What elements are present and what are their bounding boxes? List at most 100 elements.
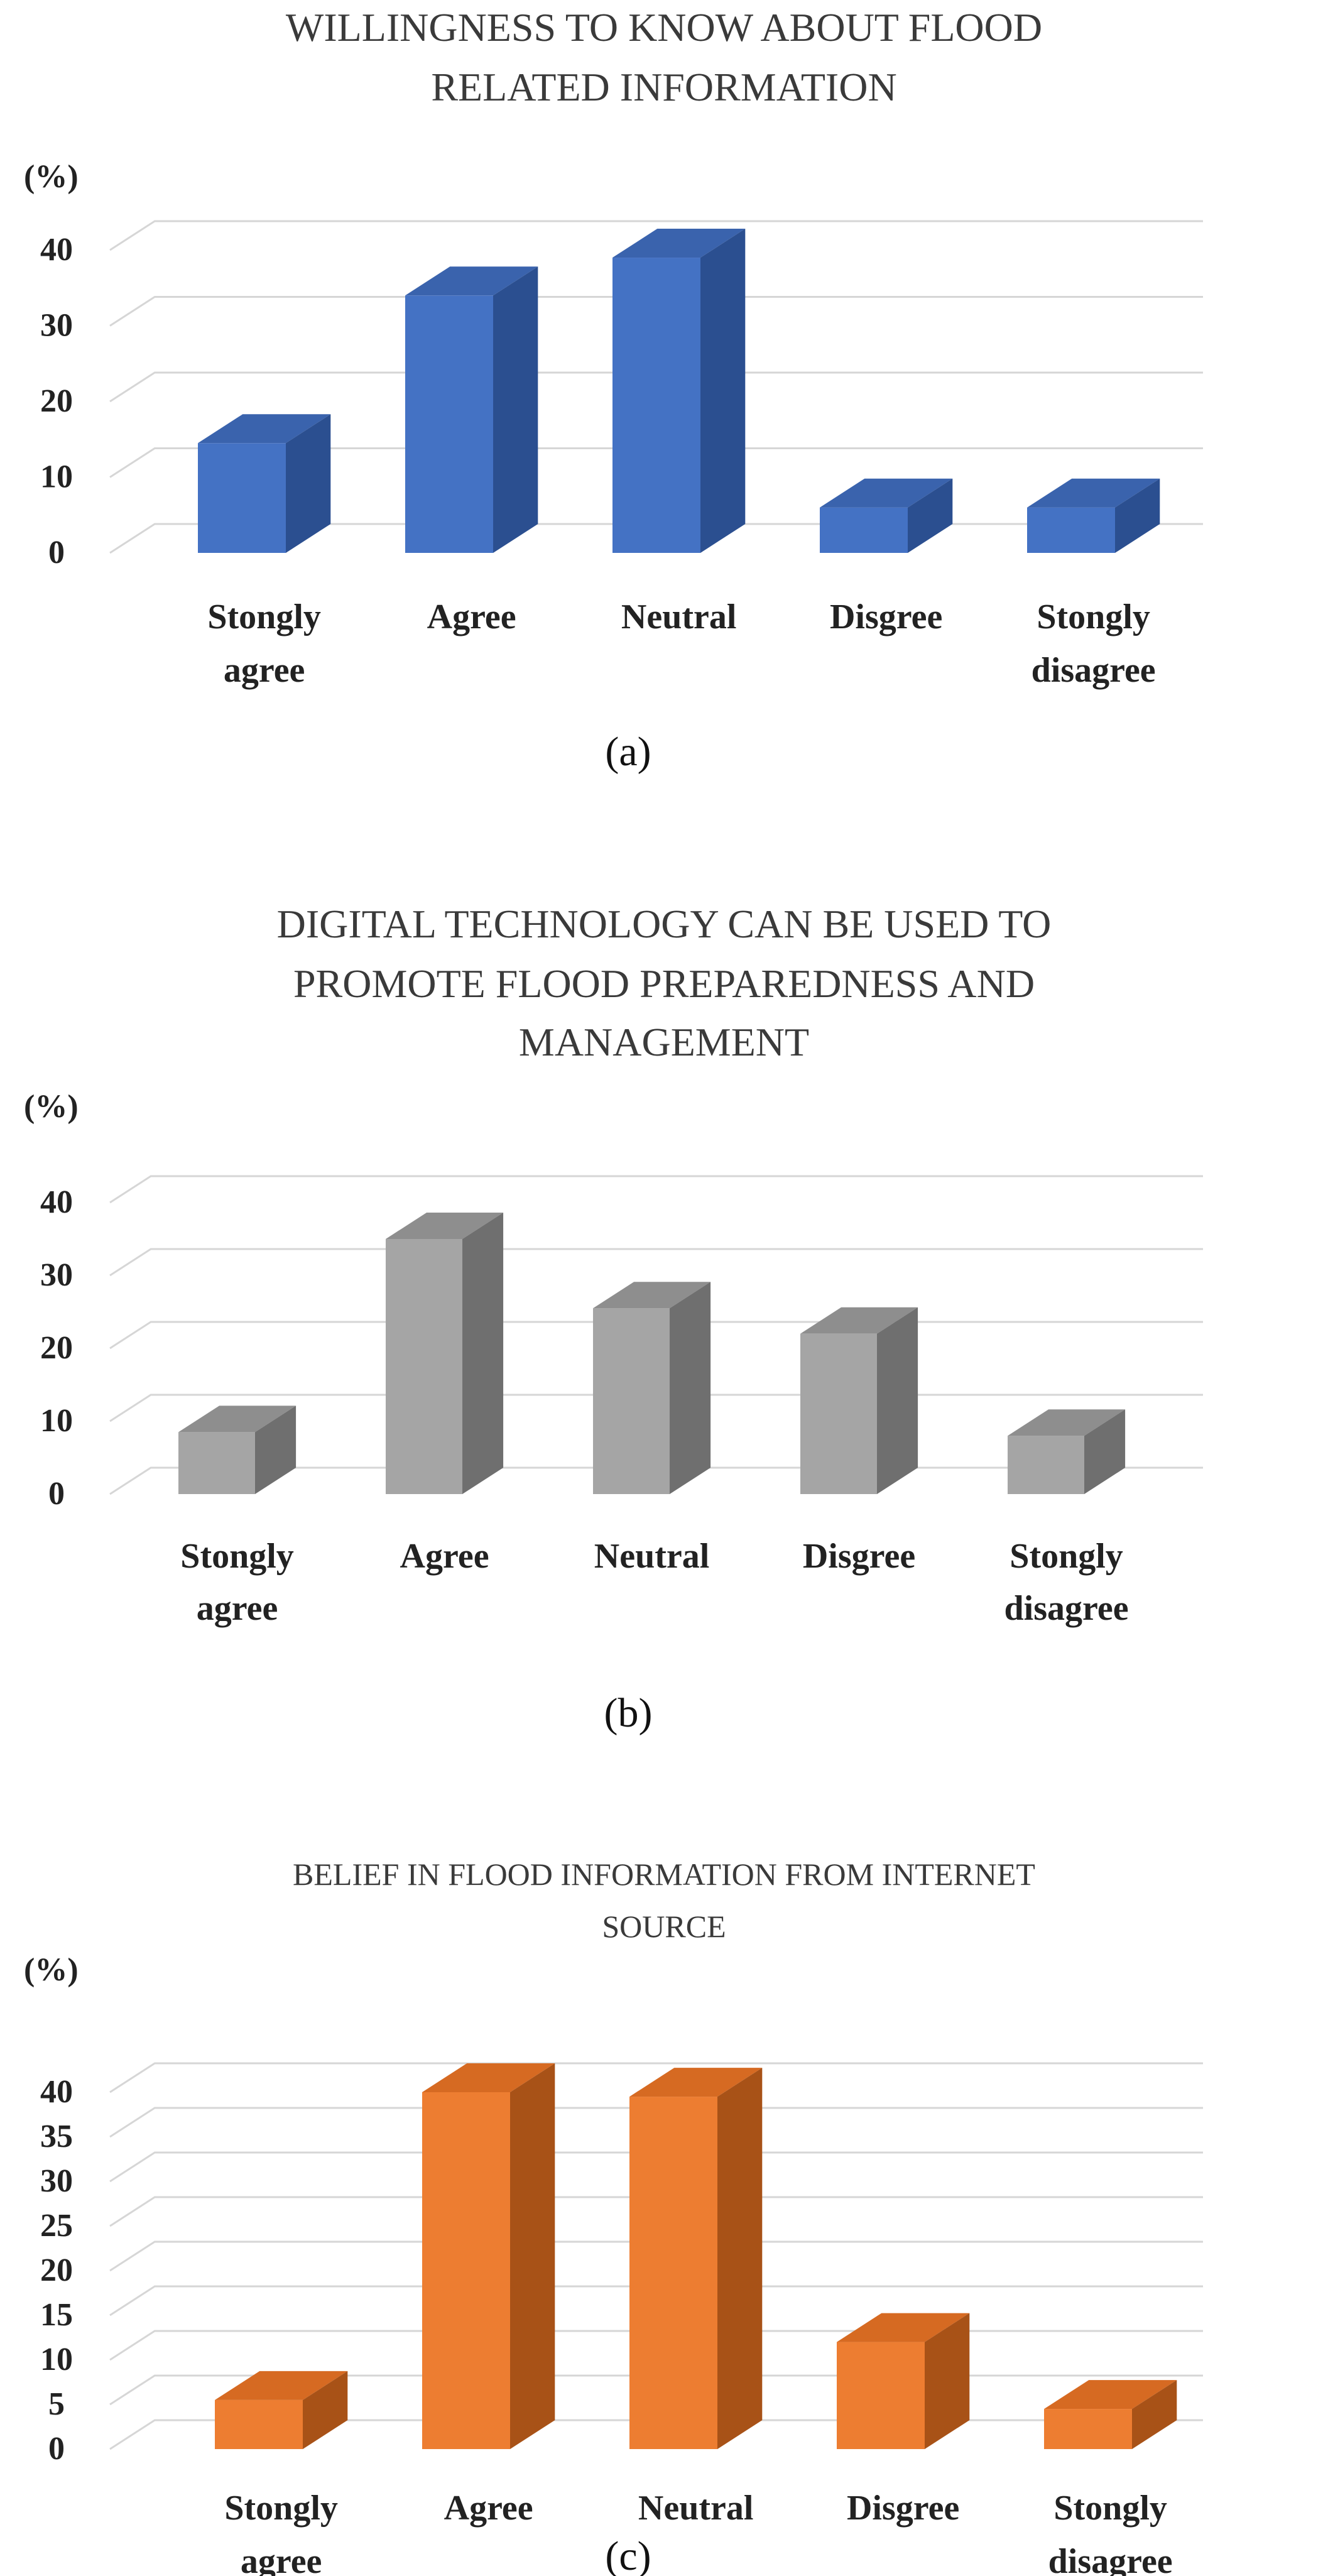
chart-c: BELIEF IN FLOOD INFORMATION FROM INTERNE… — [24, 1857, 1203, 2576]
bar-top — [820, 478, 953, 508]
bar-side — [717, 2068, 763, 2449]
y-tick-label: 30 — [40, 2163, 73, 2199]
bar-front — [612, 258, 700, 553]
bar — [837, 2313, 970, 2449]
y-tick-label: 10 — [40, 2342, 73, 2377]
x-category-label: Agree — [400, 1537, 489, 1576]
bar-front — [1027, 507, 1115, 553]
bar-top — [215, 2371, 348, 2400]
bar — [178, 1405, 297, 1494]
y-tick-label: 25 — [40, 2208, 73, 2244]
bar-side — [908, 478, 953, 553]
gridline — [109, 447, 1203, 478]
gridline — [109, 2196, 1203, 2227]
bar-top — [612, 229, 746, 258]
bar — [612, 229, 746, 553]
bar-front — [1044, 2409, 1132, 2449]
x-category-label: Stongly — [1037, 598, 1150, 636]
y-tick-label: 0 — [48, 2431, 65, 2467]
panel-caption: (a) — [605, 729, 651, 775]
bar — [593, 1282, 711, 1494]
x-category-label: Stongly — [1053, 2489, 1167, 2528]
panel-caption: (b) — [604, 1690, 653, 1736]
bar-front — [1008, 1436, 1084, 1494]
x-category-label: Neutral — [594, 1537, 710, 1576]
bar-side — [255, 1405, 297, 1494]
bar-front — [386, 1239, 462, 1494]
y-tick-label: 40 — [40, 1184, 73, 1220]
chart-title: SOURCE — [602, 1909, 726, 1944]
bar-top — [1027, 478, 1160, 508]
chart-title: DIGITAL TECHNOLOGY CAN BE USED TO — [277, 902, 1052, 946]
gridline — [109, 2330, 1203, 2361]
x-category-label: Stongly — [207, 598, 321, 636]
bar-side — [670, 1282, 711, 1494]
gridline — [109, 371, 1203, 403]
y-tick-label: 20 — [40, 1330, 73, 1366]
chart-b: DIGITAL TECHNOLOGY CAN BE USED TO PROMOTE… — [24, 902, 1203, 1736]
bar-side — [877, 1307, 918, 1494]
x-category-label: Stongly — [180, 1537, 294, 1576]
x-category-label: Agree — [444, 2489, 533, 2528]
y-unit-label: (%) — [24, 1089, 79, 1125]
bar-front — [820, 507, 908, 553]
chart-title: RELATED INFORMATION — [431, 65, 896, 109]
x-category-label: Neutral — [638, 2489, 754, 2528]
bar — [405, 266, 538, 553]
chart-title: WILLINGNESS TO KNOW ABOUT FLOOD — [286, 5, 1042, 50]
y-tick-label: 20 — [40, 2252, 73, 2288]
bar-top — [386, 1213, 504, 1239]
bar-side — [462, 1213, 504, 1494]
x-category-label: agree — [241, 2542, 322, 2576]
x-category-label: Disgree — [847, 2489, 959, 2528]
bar-top — [405, 266, 538, 296]
x-category-label: disagree — [1048, 2542, 1173, 2576]
y-tick-label: 35 — [40, 2119, 73, 2154]
bar — [629, 2068, 763, 2449]
gridline — [109, 296, 1203, 327]
bar-top — [837, 2313, 970, 2342]
bar-side — [1132, 2380, 1177, 2449]
bar-front — [837, 2342, 925, 2449]
bar-side — [303, 2371, 348, 2449]
bar-front — [178, 1432, 255, 1494]
chart-title: PROMOTE FLOOD PREPAREDNESS AND — [293, 961, 1035, 1006]
chart-title: MANAGEMENT — [519, 1020, 809, 1064]
y-tick-label: 40 — [40, 2074, 73, 2110]
bar-front — [198, 443, 286, 553]
bar — [422, 2063, 555, 2449]
x-category-label: Stongly — [1010, 1537, 1123, 1576]
bar-side — [493, 266, 538, 553]
y-tick-label: 10 — [40, 459, 73, 495]
bar — [386, 1213, 504, 1494]
x-category-label: agree — [224, 651, 305, 690]
x-category-label: disagree — [1031, 651, 1156, 690]
bar-top — [800, 1307, 918, 1334]
gridline — [109, 1248, 1203, 1277]
y-unit-label: (%) — [24, 159, 79, 195]
gridline — [109, 2062, 1203, 2093]
x-category-label: agree — [197, 1589, 278, 1628]
bar-side — [700, 229, 746, 553]
bar-top — [198, 414, 331, 444]
y-tick-label: 30 — [40, 308, 73, 344]
bar-front — [593, 1308, 670, 1494]
panel-caption: (c) — [605, 2533, 651, 2576]
bar — [1027, 478, 1160, 553]
x-category-label: Disgree — [803, 1537, 915, 1576]
x-category-label: Agree — [427, 598, 516, 636]
gridline — [109, 1175, 1203, 1204]
bar-top — [629, 2068, 763, 2097]
bar-side — [1084, 1409, 1126, 1494]
gridline — [109, 2285, 1203, 2317]
bar-top — [593, 1282, 711, 1309]
gridline — [109, 2151, 1203, 2183]
chart-title: BELIEF IN FLOOD INFORMATION FROM INTERNE… — [293, 1857, 1035, 1892]
bar-front — [629, 2097, 717, 2449]
bar-top — [1008, 1409, 1126, 1436]
bar — [800, 1307, 918, 1494]
bar — [198, 414, 331, 553]
bar-side — [925, 2313, 970, 2449]
bar-top — [1044, 2380, 1177, 2410]
